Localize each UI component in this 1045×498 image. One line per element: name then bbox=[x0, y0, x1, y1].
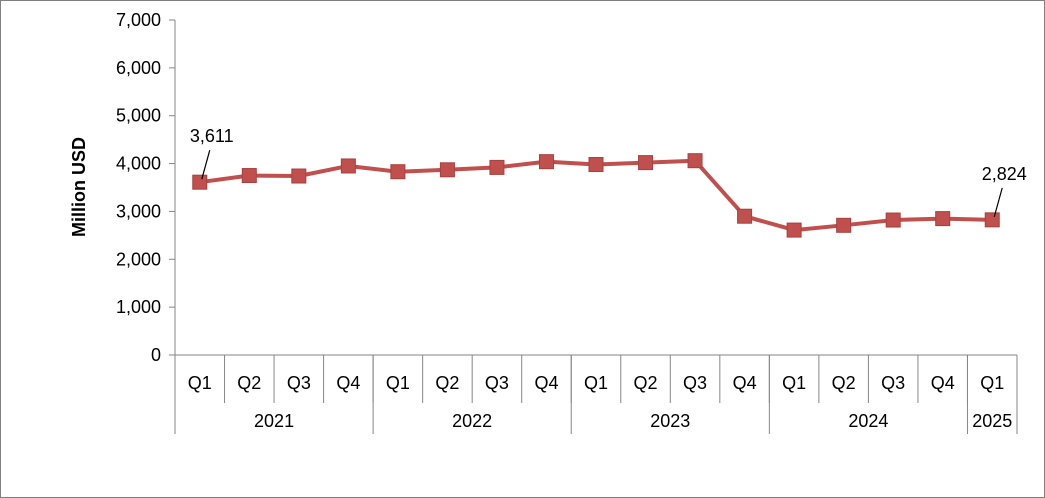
x-tick-label: Q4 bbox=[336, 373, 360, 393]
data-point bbox=[885, 212, 901, 228]
data-point bbox=[241, 168, 257, 184]
data-point bbox=[390, 164, 406, 180]
x-tick-label: Q1 bbox=[980, 373, 1004, 393]
x-tick-label: Q4 bbox=[733, 373, 757, 393]
year-label: 2024 bbox=[848, 411, 888, 431]
x-tick-label: Q3 bbox=[881, 373, 905, 393]
y-axis-label: Million USD bbox=[69, 137, 89, 237]
x-tick-label: Q1 bbox=[386, 373, 410, 393]
data-point bbox=[538, 154, 554, 170]
data-point bbox=[935, 211, 951, 227]
data-point bbox=[340, 158, 356, 174]
x-tick-label: Q4 bbox=[931, 373, 955, 393]
x-tick-label: Q2 bbox=[634, 373, 658, 393]
data-labels: 3,611 2,824 bbox=[190, 126, 1027, 218]
data-label-leader bbox=[993, 187, 1003, 218]
series bbox=[192, 153, 1000, 238]
year-label: 2023 bbox=[650, 411, 690, 431]
x-tick-label: Q2 bbox=[435, 373, 459, 393]
data-point bbox=[291, 168, 307, 184]
year-label: 2021 bbox=[254, 411, 294, 431]
y-tick-label: 0 bbox=[151, 345, 161, 365]
x-tick-label: Q2 bbox=[832, 373, 856, 393]
y-tick-label: 6,000 bbox=[116, 58, 161, 78]
data-point bbox=[836, 217, 852, 233]
y-tick-label: 3,000 bbox=[116, 201, 161, 221]
y-tick-label: 1,000 bbox=[116, 297, 161, 317]
x-tick-label: Q1 bbox=[782, 373, 806, 393]
x-tick-label: Q3 bbox=[485, 373, 509, 393]
data-point bbox=[984, 212, 1000, 228]
y-tick-label: 5,000 bbox=[116, 106, 161, 126]
data-point bbox=[786, 222, 802, 238]
data-label-leader bbox=[201, 150, 211, 180]
data-point bbox=[687, 153, 703, 169]
y-tick-label: 7,000 bbox=[116, 10, 161, 30]
data-point bbox=[638, 155, 654, 171]
data-point bbox=[192, 174, 208, 190]
x-tick-label: Q1 bbox=[188, 373, 212, 393]
x-tick-label: Q2 bbox=[237, 373, 261, 393]
year-label: 2025 bbox=[972, 411, 1012, 431]
data-point bbox=[588, 157, 604, 173]
axes: 0 1,000 2,000 3,000 4,000 5,000 6,000 7,000 Q1 Q2… bbox=[116, 10, 1018, 434]
x-tick-label: Q1 bbox=[584, 373, 608, 393]
data-label: 3,611 bbox=[190, 126, 234, 146]
data-label: 2,824 bbox=[982, 164, 1027, 184]
year-label: 2022 bbox=[452, 411, 492, 431]
x-tick-label: Q3 bbox=[683, 373, 707, 393]
y-tick-label: 4,000 bbox=[116, 154, 161, 174]
data-point bbox=[439, 162, 455, 178]
data-point bbox=[489, 159, 505, 175]
x-tick-label: Q4 bbox=[534, 373, 558, 393]
x-tick-label: Q3 bbox=[287, 373, 311, 393]
data-point bbox=[737, 208, 753, 224]
y-tick-label: 2,000 bbox=[116, 249, 161, 269]
